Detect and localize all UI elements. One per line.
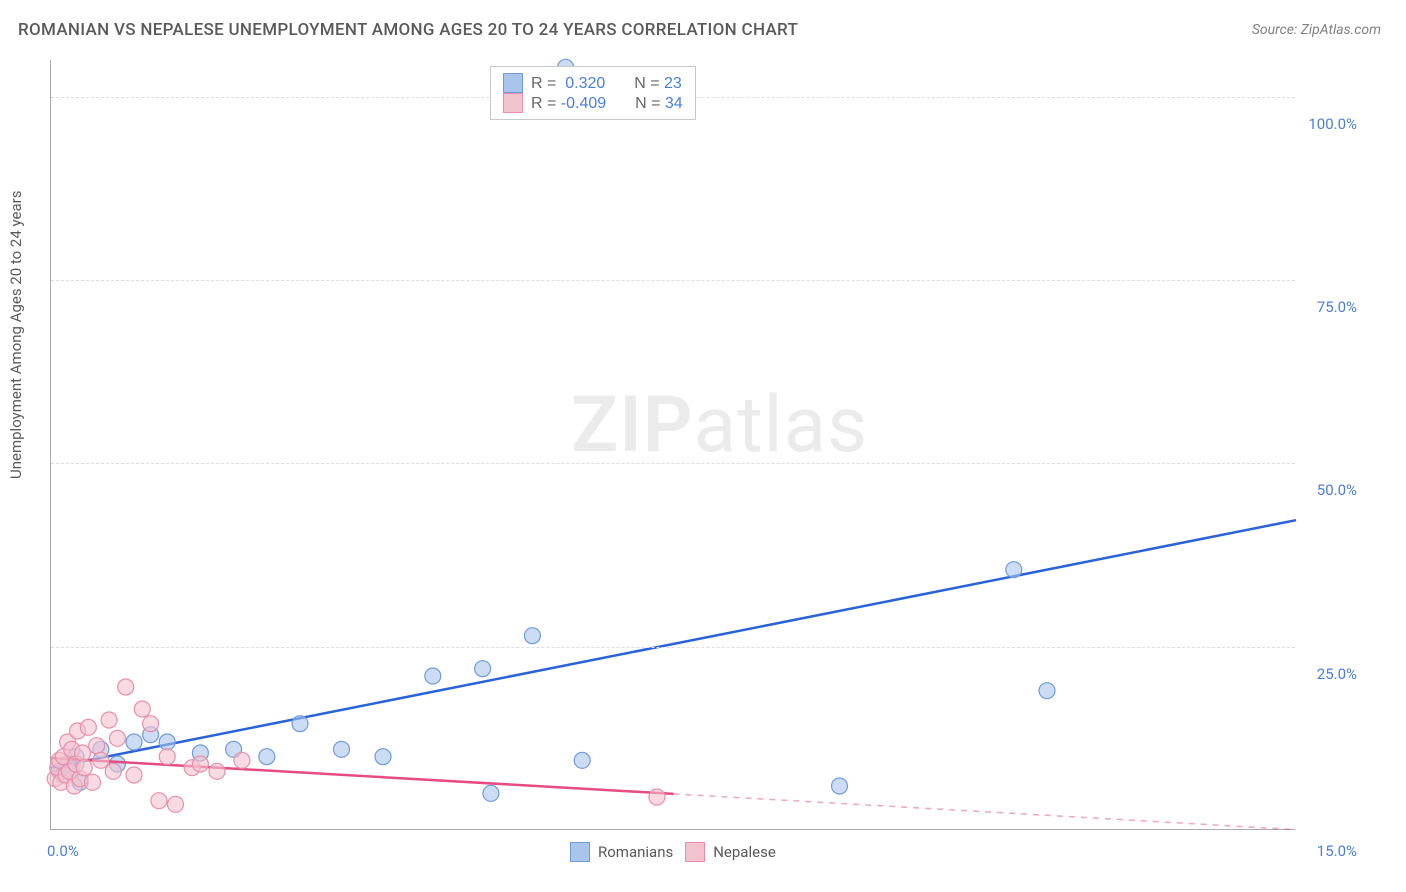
- data-point: [143, 716, 159, 732]
- data-point: [192, 756, 208, 772]
- data-point: [109, 730, 125, 746]
- data-point: [168, 796, 184, 812]
- data-point: [234, 752, 250, 768]
- data-point: [524, 628, 540, 644]
- data-point: [483, 785, 499, 801]
- y-tick-label: 75.0%: [1317, 298, 1357, 316]
- stats-text: R = 0.320 N = 23: [531, 73, 682, 93]
- data-point: [1006, 562, 1022, 578]
- data-point: [159, 734, 175, 750]
- trend-line: [51, 520, 1296, 768]
- data-point: [259, 749, 275, 765]
- data-point: [1039, 683, 1055, 699]
- data-point: [159, 749, 175, 765]
- y-tick-label: 50.0%: [1317, 481, 1357, 499]
- series-legend: Romanians Nepalese: [570, 842, 776, 862]
- data-point: [89, 738, 105, 754]
- data-point: [475, 661, 491, 677]
- data-point: [126, 767, 142, 783]
- stats-row: R = -0.409 N = 34: [503, 93, 683, 113]
- data-point: [375, 749, 391, 765]
- legend-item: Romanians: [570, 842, 673, 862]
- data-point: [101, 712, 117, 728]
- legend-label: Romanians: [598, 843, 673, 861]
- data-point: [151, 793, 167, 809]
- gridline: [51, 463, 1295, 464]
- data-point: [93, 752, 109, 768]
- data-point: [105, 763, 121, 779]
- y-axis-label: Unemployment Among Ages 20 to 24 years: [7, 191, 25, 479]
- data-point: [292, 716, 308, 732]
- gridline: [51, 280, 1295, 281]
- chart-svg: [51, 60, 1295, 829]
- legend-swatch: [570, 842, 590, 862]
- data-point: [76, 760, 92, 776]
- stats-row: R = 0.320 N = 23: [503, 73, 683, 93]
- legend-item: Nepalese: [685, 842, 776, 862]
- stats-legend: R = 0.320 N = 23R = -0.409 N = 34: [490, 66, 696, 120]
- y-tick-label: 25.0%: [1317, 665, 1357, 683]
- data-point: [832, 778, 848, 794]
- x-tick-label: 15.0%: [1317, 842, 1357, 860]
- data-point: [75, 745, 91, 761]
- trend-line-extrapolated: [674, 794, 1297, 830]
- data-point: [334, 741, 350, 757]
- source-attribution: Source: ZipAtlas.com: [1252, 22, 1381, 38]
- x-tick-label: 0.0%: [47, 842, 79, 860]
- data-point: [649, 789, 665, 805]
- legend-swatch: [685, 842, 705, 862]
- gridline: [51, 647, 1295, 648]
- data-point: [134, 701, 150, 717]
- legend-swatch: [503, 73, 523, 93]
- data-point: [574, 752, 590, 768]
- data-point: [85, 774, 101, 790]
- legend-label: Nepalese: [713, 843, 776, 861]
- y-tick-label: 100.0%: [1308, 115, 1357, 133]
- legend-swatch: [503, 93, 523, 113]
- data-point: [209, 763, 225, 779]
- stats-text: R = -0.409 N = 34: [531, 93, 683, 113]
- data-point: [80, 719, 96, 735]
- data-point: [126, 734, 142, 750]
- data-point: [118, 679, 134, 695]
- plot-area: ZIPatlas 25.0%50.0%75.0%100.0%0.0%15.0%: [50, 60, 1295, 830]
- data-point: [425, 668, 441, 684]
- chart-title: ROMANIAN VS NEPALESE UNEMPLOYMENT AMONG …: [18, 20, 798, 40]
